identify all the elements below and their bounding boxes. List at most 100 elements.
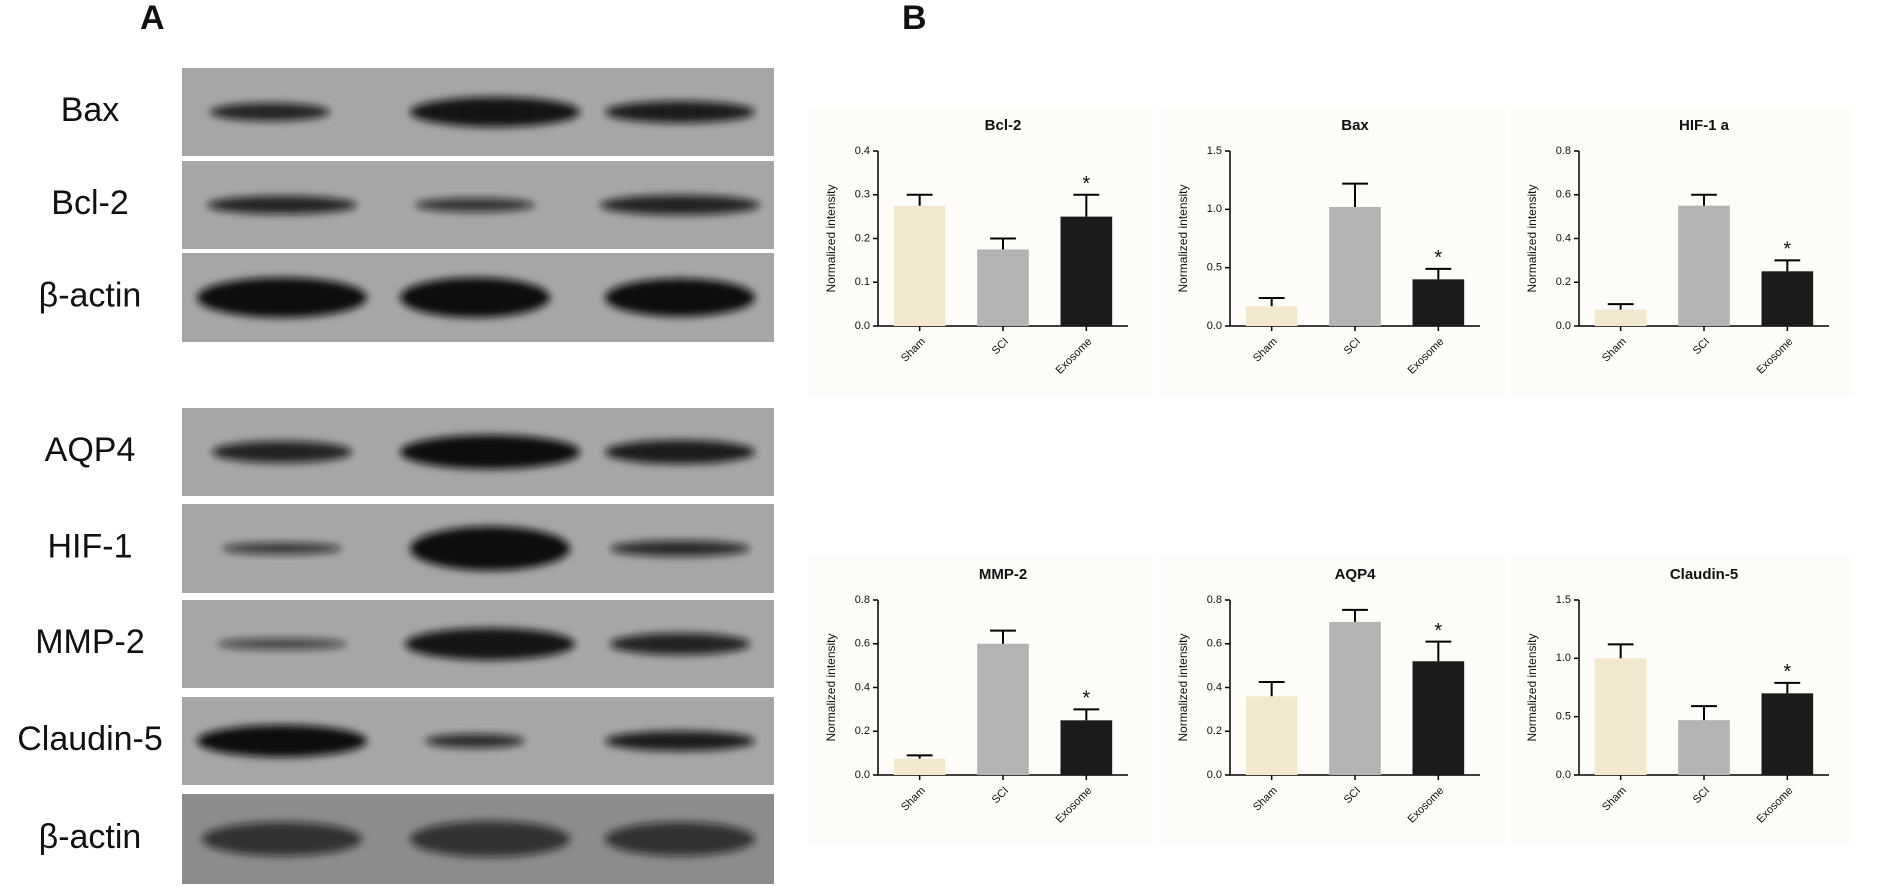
error-bar [1774,681,1801,694]
bar [1678,205,1730,326]
y-tick-label: 0.0 [1556,320,1571,332]
y-tick-label: 1.5 [1207,145,1222,157]
blot-band [202,822,362,856]
significance-mark: * [1082,173,1090,195]
blot-band [610,633,750,655]
bar [1412,661,1465,775]
y-tick-label: 0.0 [1556,769,1571,781]
blot-band [605,731,755,751]
y-tick-label: 0.8 [855,594,870,606]
y-axis-label: Normalized intensity [1525,633,1539,741]
blot-band [212,441,352,463]
y-tick-label: 0.2 [1556,276,1571,288]
bar [1329,207,1381,326]
blot-label: Claudin-5 [17,720,163,758]
y-tick-label: 0.0 [1207,320,1222,332]
error-bar [1425,267,1452,280]
y-tick-label: 0.3 [855,189,870,201]
y-tick-label: 1.0 [1556,652,1571,664]
significance-mark: * [1434,247,1442,269]
blot-band [600,195,760,215]
error-bar [1258,681,1285,697]
y-tick-label: 0.0 [1207,769,1222,781]
significance-mark: * [1783,661,1791,683]
bar [1245,696,1298,775]
blot-band [605,822,755,856]
panel-label: A [140,0,165,37]
y-axis-label: Normalized intensity [824,633,838,741]
blot-label: Bcl-2 [51,184,128,222]
y-tick-label: 0.6 [1556,189,1571,201]
y-tick-label: 0.6 [1207,638,1222,650]
blot-band [207,196,357,214]
blot-label: β-actin [39,276,142,314]
blot-label: β-actin [39,818,142,856]
bar [1329,621,1381,775]
blot-label: Bax [61,91,120,129]
blot-band [400,435,580,469]
bar [1594,309,1647,326]
y-axis-label: Normalized intensity [1176,184,1190,292]
blot-band [410,97,580,127]
blot-band [425,734,525,748]
y-tick-label: 0.4 [855,145,870,157]
bar [1761,693,1814,775]
y-tick-label: 1.5 [1556,594,1571,606]
bar [893,758,946,775]
bar [977,643,1029,775]
y-tick-label: 0.4 [1207,681,1222,693]
error-bar [1607,643,1634,659]
error-bar [906,754,933,759]
y-tick-label: 0.0 [855,320,870,332]
error-bar [1425,640,1452,662]
y-tick-label: 0.5 [1556,711,1571,723]
y-tick-label: 0.5 [1207,262,1222,274]
panel-label: B [902,0,927,37]
error-bar [906,193,933,206]
error-bar [1691,705,1717,721]
blot-band [197,725,367,757]
bar [893,205,946,326]
y-tick-label: 0.1 [855,276,870,288]
y-tick-label: 0.4 [855,681,870,693]
bar [977,249,1029,326]
bar [1060,216,1113,326]
y-axis-label: Normalized intensity [1176,633,1190,741]
blot-label: MMP-2 [35,623,145,661]
blot-label: AQP4 [45,431,136,469]
y-tick-label: 0.2 [1207,725,1222,737]
error-bar [1073,193,1100,217]
error-bar [1691,193,1717,206]
y-axis-label: Normalized intensity [1525,184,1539,292]
y-tick-label: 0.8 [1207,594,1222,606]
significance-mark: * [1783,239,1791,261]
bar [1678,720,1730,775]
y-tick-label: 0.2 [855,725,870,737]
y-tick-label: 1.0 [1207,203,1222,215]
error-bar [1342,182,1368,207]
chart-title: AQP4 [1335,566,1377,583]
blot-band [605,101,755,123]
chart-title: HIF-1 a [1679,117,1730,134]
y-tick-label: 0.0 [855,769,870,781]
chart-title: MMP-2 [979,566,1027,583]
blot-band [217,638,347,650]
blot-band [410,526,570,571]
error-bar [1258,297,1285,307]
significance-mark: * [1434,620,1442,642]
error-bar [990,237,1016,250]
y-tick-label: 0.4 [1556,232,1571,244]
blot-band [400,277,550,318]
bar [1060,720,1113,775]
y-tick-label: 0.8 [1556,145,1571,157]
bar [1412,279,1465,326]
significance-mark: * [1082,688,1090,710]
bar [1245,306,1298,326]
blot-band [605,278,755,317]
blot-band [197,277,367,318]
blot-band [415,198,535,212]
y-tick-label: 0.6 [855,638,870,650]
y-axis-label: Normalized intensity [824,184,838,292]
blot-band [405,628,575,660]
